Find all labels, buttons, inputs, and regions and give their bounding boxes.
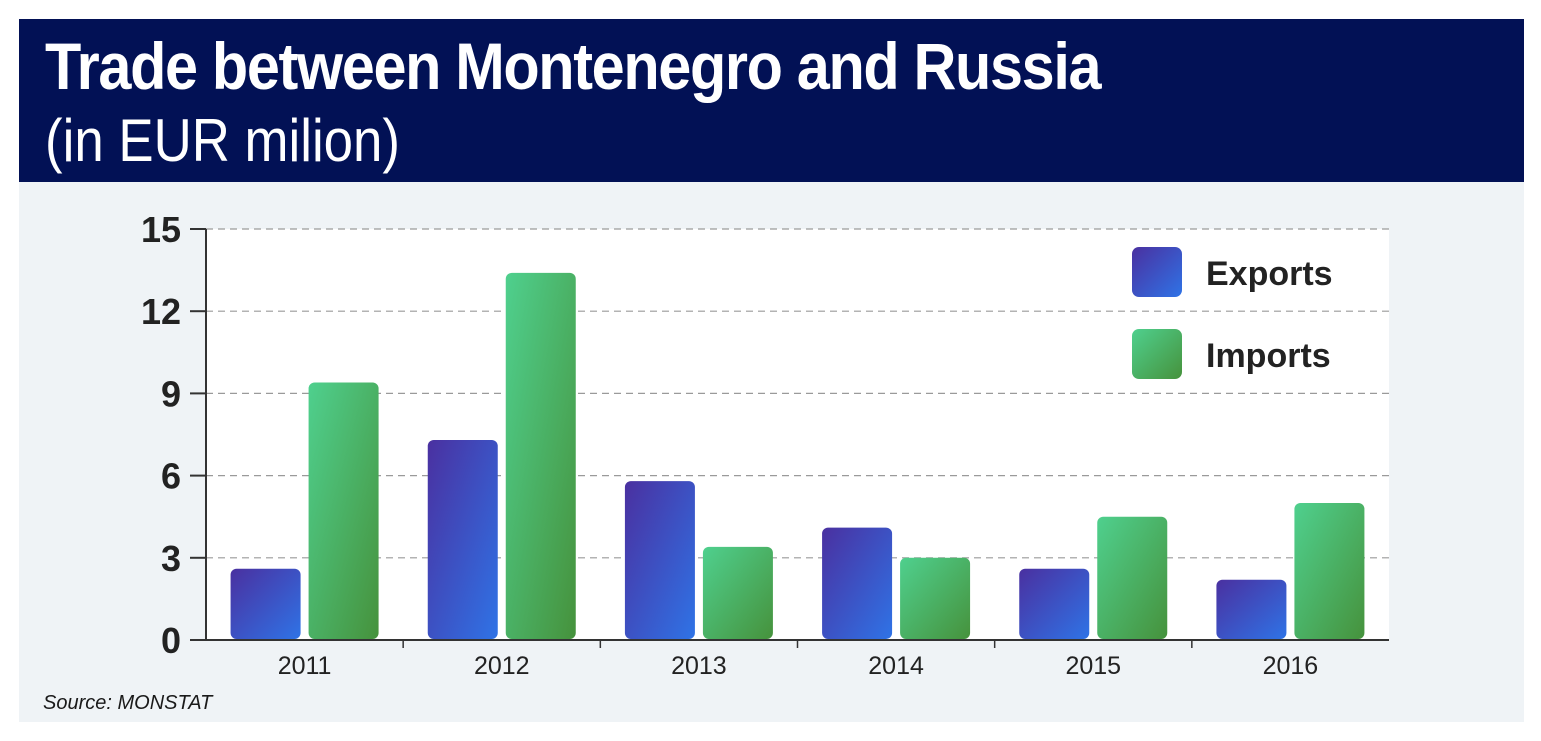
x-axis-labels: 2011 2012 2013 2014 2015 2016 xyxy=(278,640,1319,680)
gridlines xyxy=(206,228,1389,559)
x-tick-label: 2014 xyxy=(868,652,924,680)
y-tick-label: 0 xyxy=(161,620,181,661)
bar-imports-2011 xyxy=(308,382,379,639)
bars xyxy=(230,272,1365,639)
bar-exports-2015 xyxy=(1019,568,1090,639)
bar-exports-2012 xyxy=(427,439,498,639)
x-tick-label: 2012 xyxy=(474,652,530,680)
y-axis-ticks: 0 3 6 9 12 15 xyxy=(141,209,206,661)
y-tick-label: 9 xyxy=(161,373,181,414)
y-tick-label: 6 xyxy=(161,456,181,497)
chart-panel: 0 3 6 9 12 15 2011 2012 2013 2014 2015 2016 Export… xyxy=(19,182,1524,722)
x-tick-label: 2015 xyxy=(1065,652,1121,680)
bar-chart: 0 3 6 9 12 15 2011 2012 2013 2014 2015 2016 Export… xyxy=(141,209,1389,680)
x-tick-label: 2011 xyxy=(278,652,332,680)
bar-exports-2014 xyxy=(822,527,893,639)
chart-subtitle: (in EUR milion) xyxy=(45,107,400,174)
legend-swatch-imports xyxy=(1132,329,1182,379)
source-note: Source: MONSTAT xyxy=(43,692,213,714)
y-tick-label: 15 xyxy=(141,209,181,250)
legend: Exports Imports xyxy=(1132,247,1333,379)
legend-label-imports: Imports xyxy=(1206,337,1331,375)
bar-exports-2013 xyxy=(624,481,695,639)
bar-imports-2015 xyxy=(1097,516,1168,639)
y-tick-label: 12 xyxy=(141,291,181,332)
y-tick-label: 3 xyxy=(161,538,181,579)
plot-area xyxy=(206,229,1389,640)
bar-exports-2016 xyxy=(1216,579,1287,639)
bar-exports-2011 xyxy=(230,568,301,639)
bar-imports-2012 xyxy=(505,272,576,639)
x-tick-label: 2016 xyxy=(1263,652,1319,680)
legend-swatch-exports xyxy=(1132,247,1182,297)
bar-imports-2016 xyxy=(1294,503,1365,639)
x-tick-label: 2013 xyxy=(671,652,727,680)
chart-title: Trade between Montenegro and Russia xyxy=(45,29,1102,103)
title-banner: Trade between Montenegro and Russia (in … xyxy=(19,19,1524,182)
bar-imports-2013 xyxy=(702,546,773,639)
legend-label-exports: Exports xyxy=(1206,255,1333,293)
bar-imports-2014 xyxy=(900,557,971,639)
